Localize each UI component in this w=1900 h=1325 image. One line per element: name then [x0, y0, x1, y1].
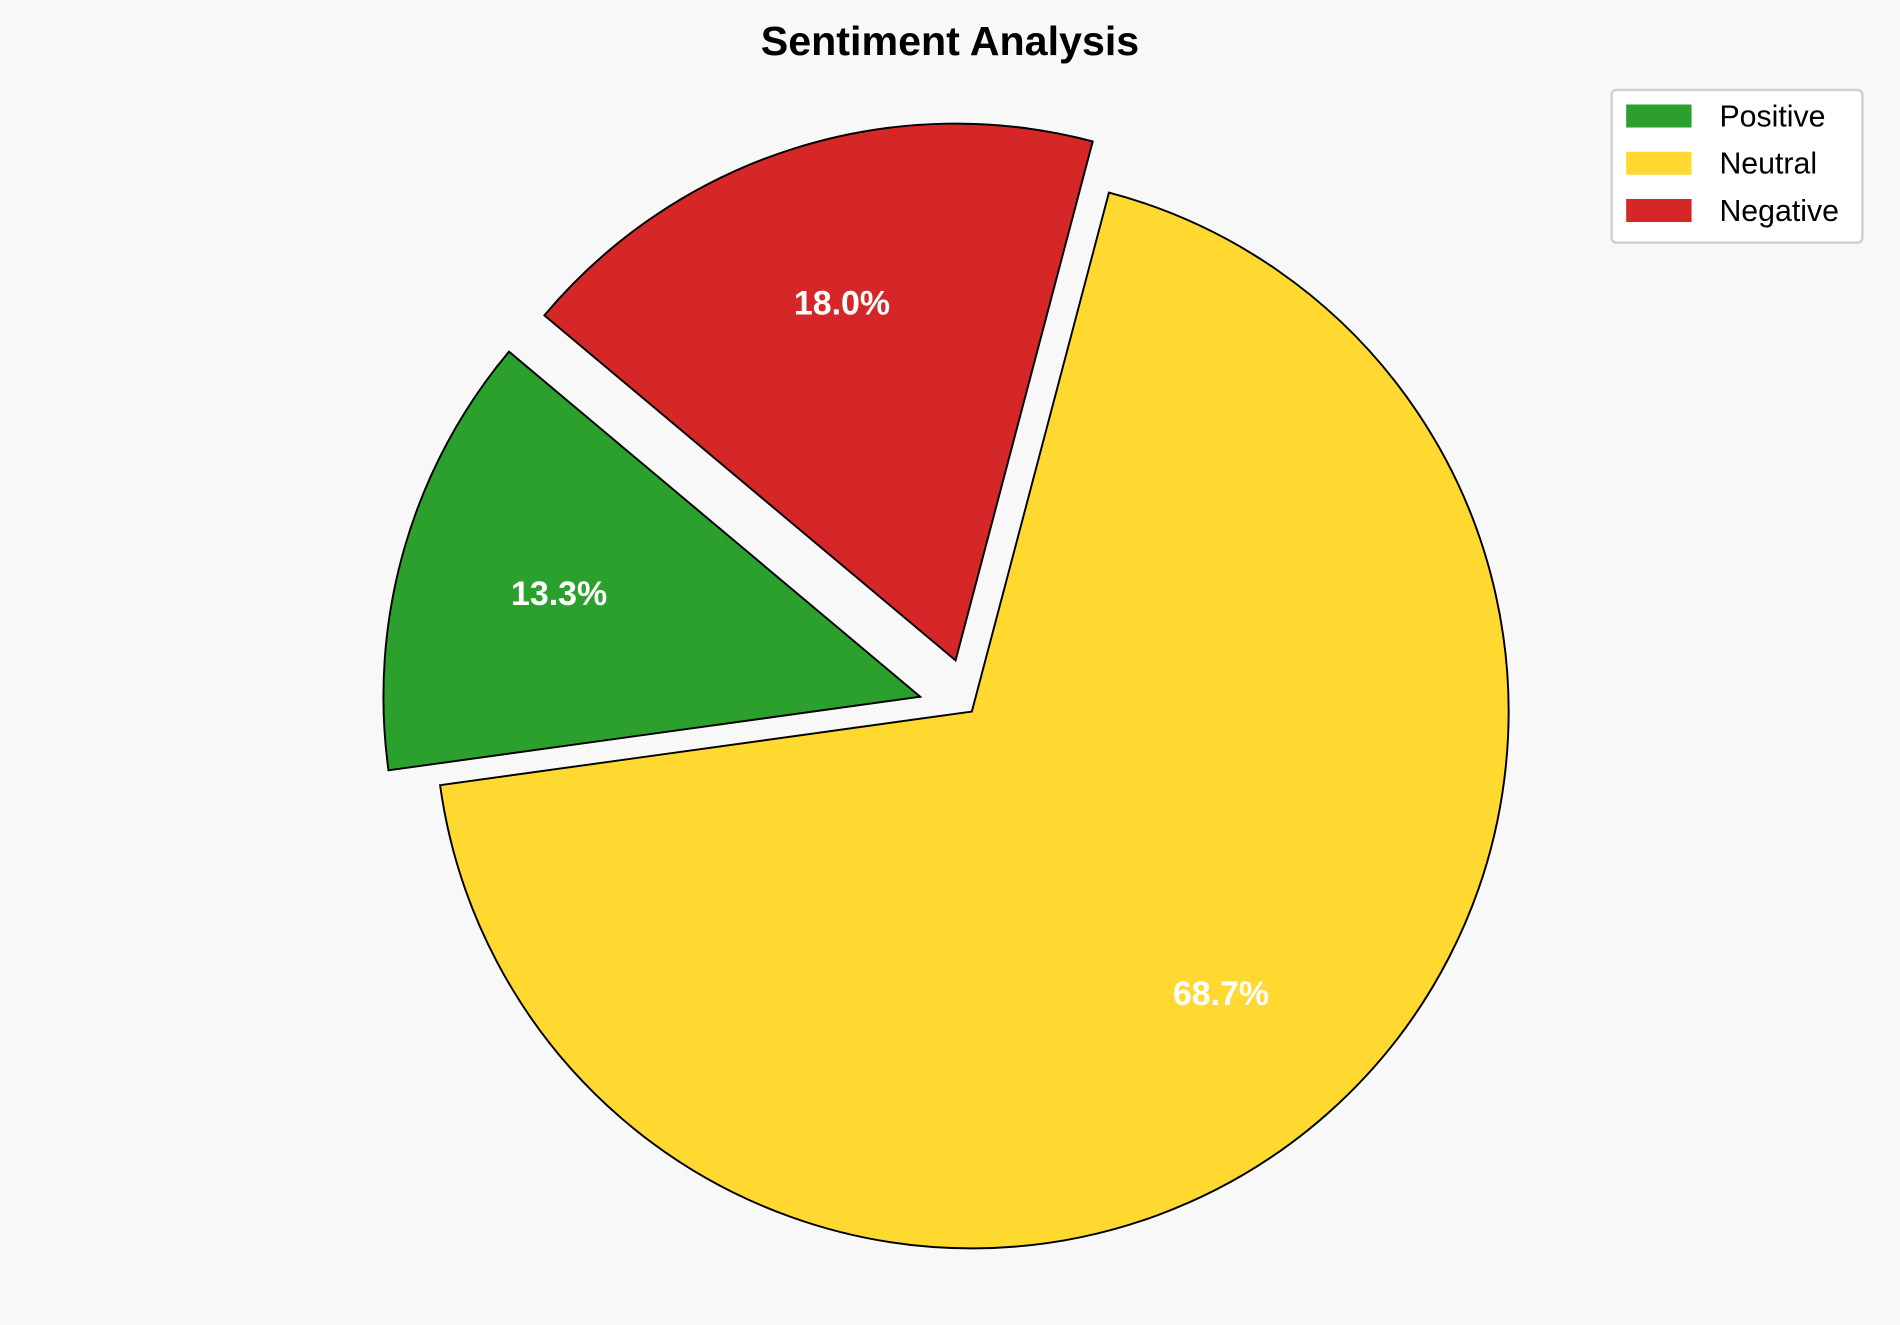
legend-swatch-negative: [1626, 199, 1692, 223]
slice-label-negative: 18.0%: [794, 284, 890, 322]
legend-label-neutral: Neutral: [1719, 148, 1817, 181]
legend-label-negative: Negative: [1719, 195, 1839, 228]
slice-neutral: [438, 191, 1510, 1250]
legend-swatch-neutral: [1626, 151, 1692, 175]
legend: Positive Neutral Negative: [1610, 88, 1864, 244]
slices: [382, 122, 1510, 1250]
slice-positive: [382, 350, 923, 772]
slice-labels: 13.3% 68.7% 18.0%: [511, 284, 1269, 1013]
slice-negative: [543, 122, 1094, 663]
slice-label-neutral: 68.7%: [1173, 975, 1269, 1013]
slice-label-positive: 13.3%: [511, 575, 607, 613]
chart-title: Sentiment Analysis: [761, 18, 1139, 64]
legend-swatch-positive: [1626, 104, 1692, 128]
legend-label-positive: Positive: [1719, 100, 1825, 133]
